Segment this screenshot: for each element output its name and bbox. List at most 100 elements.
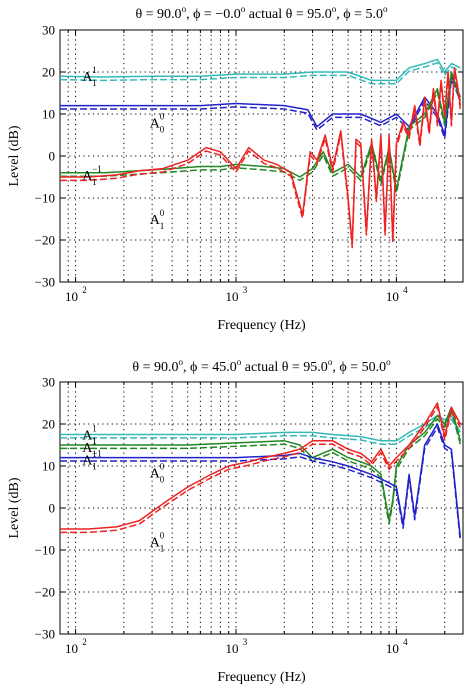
y-tick-label: −20 xyxy=(35,233,55,248)
annotation-subscript: 1 xyxy=(92,449,97,459)
x-tick-label: 10 3 xyxy=(225,285,247,304)
chart-title: θ = 90.0o, ϕ = −0.0o actual θ = 95.0o, ϕ… xyxy=(135,4,388,22)
series-line-2-dashed xyxy=(60,409,462,525)
y-axis-label: Level (dB) xyxy=(7,125,22,186)
title-part: , ϕ = 5.0 xyxy=(336,7,383,22)
annotation-base: A xyxy=(150,116,161,131)
y-tick-label: 30 xyxy=(42,375,55,390)
x-tick-base: 10 xyxy=(386,289,399,304)
series-annotation: A 0 1 xyxy=(150,531,165,554)
annotation-superscript: 0 xyxy=(160,531,165,541)
y-tick-label: −10 xyxy=(35,191,55,206)
series-line-1-dashed xyxy=(60,62,461,85)
series-line-3-dashed xyxy=(60,426,462,541)
y-tick-label: −30 xyxy=(35,275,55,290)
title-degree: o xyxy=(179,357,184,367)
annotation-superscript: 1 xyxy=(92,424,97,434)
series-line-3-dashed xyxy=(60,74,462,194)
annotation-base: A xyxy=(82,169,93,184)
series-line-2-dashed xyxy=(60,78,461,140)
title-degree: o xyxy=(241,4,246,14)
y-tick-label: 10 xyxy=(42,459,55,474)
x-tick-base: 10 xyxy=(386,641,399,656)
annotation-subscript: 0 xyxy=(160,124,165,134)
annotation-superscript: 0 xyxy=(160,461,165,471)
x-tick-label: 10 3 xyxy=(225,637,247,656)
annotation-base: A xyxy=(82,454,93,469)
title-degree: o xyxy=(328,357,333,367)
annotation-superscript: −1 xyxy=(92,449,102,459)
series-line-4-dashed xyxy=(60,70,462,249)
x-tick-label: 10 4 xyxy=(386,637,408,656)
title-part: , ϕ = −0.0 xyxy=(186,7,241,22)
annotation-base: A xyxy=(150,466,161,481)
series-annotation: A 1 1 xyxy=(82,436,97,459)
series-line-1 xyxy=(60,58,461,82)
series-line-1-dashed xyxy=(60,418,461,445)
y-tick-label: 20 xyxy=(42,417,55,432)
plot-frame xyxy=(59,381,464,635)
annotation-subscript: 1 xyxy=(92,177,97,187)
series-annotation: A 1 1 xyxy=(82,424,97,447)
y-tick-label: 10 xyxy=(42,107,55,122)
annotation-subscript: 1 xyxy=(160,544,165,554)
x-tick-base: 10 xyxy=(65,641,78,656)
series-annotation: A 1 1 xyxy=(82,65,97,88)
x-axis-label: Frequency (Hz) xyxy=(217,670,306,685)
series-annotation: A −11 xyxy=(82,449,102,472)
x-tick-base: 10 xyxy=(65,289,78,304)
title-part: θ = 90.0 xyxy=(135,7,181,22)
title-degree: o xyxy=(332,4,337,14)
y-tick-label: −10 xyxy=(35,543,55,558)
title-part: , ϕ = 45.0 xyxy=(183,360,237,375)
x-tick-exponent: 2 xyxy=(82,637,87,647)
annotation-superscript: 0 xyxy=(160,111,165,121)
series-line-3 xyxy=(60,423,462,538)
series-line-2 xyxy=(60,406,462,522)
x-tick-base: 10 xyxy=(225,641,238,656)
annotation-base: A xyxy=(82,70,93,85)
title-degree: o xyxy=(386,357,391,367)
annotation-base: A xyxy=(82,429,93,444)
annotation-subscript: 0 xyxy=(160,474,165,484)
series-line-4-dashed xyxy=(60,405,461,534)
series-annotation: A −1 1 xyxy=(82,164,102,187)
title-part: θ = 90.0 xyxy=(132,360,178,375)
title-part: actual θ = 95.0 xyxy=(241,360,328,375)
title-degree: o xyxy=(237,357,242,367)
y-tick-label: 30 xyxy=(42,23,55,38)
title-part: , ϕ = 50.0 xyxy=(332,360,386,375)
x-axis-label: Frequency (Hz) xyxy=(217,318,306,333)
title-degree: o xyxy=(182,4,187,14)
annotation-base: A xyxy=(150,536,161,551)
x-tick-exponent: 2 xyxy=(82,285,87,295)
annotation-superscript: −1 xyxy=(92,164,102,174)
series-group xyxy=(60,58,462,249)
x-tick-exponent: 4 xyxy=(403,285,408,295)
annotation-base: A xyxy=(82,441,93,456)
annotation-subscript: 1 xyxy=(92,78,97,88)
annotation-subscript: 1 xyxy=(160,221,165,231)
annotation-superscript: 1 xyxy=(92,65,97,75)
x-tick-label: 10 2 xyxy=(65,637,87,656)
series-line-3 xyxy=(60,71,462,191)
annotation-superscript: 1 xyxy=(92,436,97,446)
series-annotation: A 0 0 xyxy=(150,111,165,134)
x-tick-exponent: 4 xyxy=(403,637,408,647)
series-annotation: A 0 1 xyxy=(150,208,165,231)
x-tick-label: 10 2 xyxy=(65,285,87,304)
annotation-base: A xyxy=(150,213,161,228)
y-axis-label: Level (dB) xyxy=(7,477,22,538)
series-group xyxy=(60,402,462,541)
y-tick-label: 20 xyxy=(42,65,55,80)
x-tick-exponent: 3 xyxy=(243,285,248,295)
series-annotation: A 0 0 xyxy=(150,461,165,484)
y-tick-label: −30 xyxy=(35,627,55,642)
chart-title: θ = 90.0o, ϕ = 45.0o actual θ = 95.0o, ϕ… xyxy=(132,357,391,375)
x-tick-label: 10 4 xyxy=(386,285,408,304)
y-tick-label: −20 xyxy=(35,585,55,600)
x-tick-base: 10 xyxy=(225,289,238,304)
